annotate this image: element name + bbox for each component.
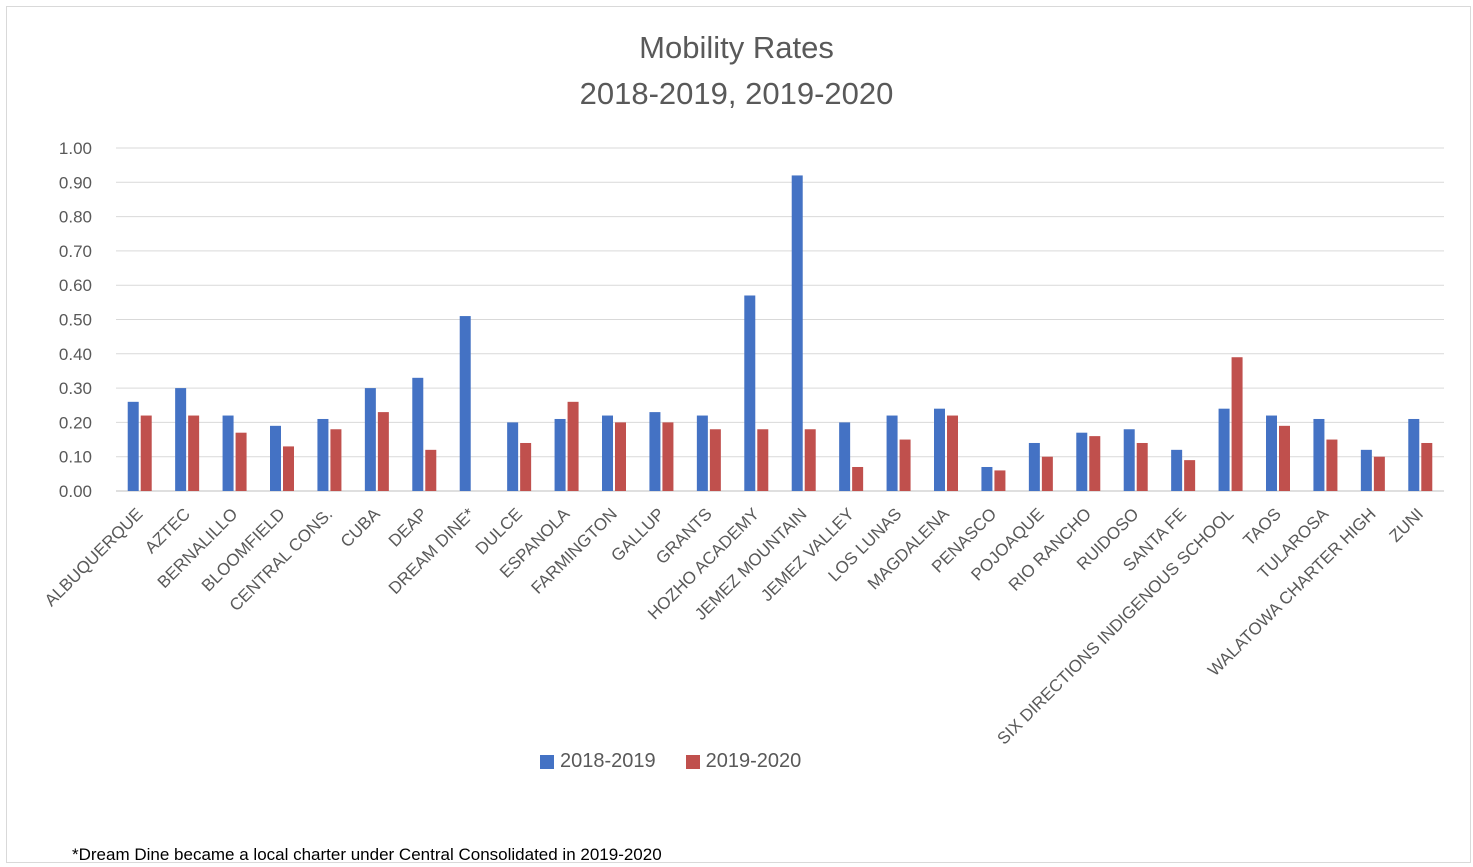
bar — [1279, 425, 1290, 491]
bar — [744, 295, 756, 491]
x-tick-label: BLOOMFIELD — [198, 504, 289, 595]
legend-label-2018-2019: 2018-2019 — [560, 750, 656, 772]
bar — [1373, 456, 1385, 491]
bar — [1266, 415, 1277, 491]
bar — [662, 422, 674, 491]
legend-swatch-2019-2020 — [685, 754, 700, 769]
bar — [520, 442, 532, 491]
y-tick-label: 0.60 — [59, 276, 92, 295]
y-tick-label: 0.30 — [59, 379, 92, 398]
bar — [981, 466, 993, 491]
y-tick-label: 0.80 — [59, 208, 92, 227]
x-tick-label: TAOS — [1240, 504, 1285, 549]
bar — [649, 412, 661, 491]
bar — [709, 429, 721, 491]
bar — [270, 425, 281, 491]
bar — [994, 470, 1006, 491]
bar — [140, 415, 152, 491]
bar — [615, 422, 626, 491]
bar — [1360, 449, 1372, 491]
bar — [1184, 460, 1196, 491]
bar — [377, 412, 389, 491]
legend-item-2019-2020: 2019-2020 — [685, 750, 802, 773]
bar — [804, 429, 816, 491]
bar — [1421, 442, 1433, 491]
bar — [1218, 408, 1230, 491]
bar — [1136, 442, 1148, 491]
bar — [1313, 418, 1325, 491]
bar — [127, 401, 139, 491]
bar — [175, 388, 187, 491]
bar — [425, 449, 437, 491]
bar — [412, 377, 424, 491]
bar — [1408, 418, 1420, 491]
bar — [330, 429, 342, 491]
bar — [1326, 439, 1338, 491]
bar — [602, 415, 613, 491]
x-tick-label: CUBA — [337, 504, 384, 551]
bar — [852, 466, 864, 491]
chart-frame — [6, 6, 1471, 863]
bar — [899, 439, 911, 491]
bar — [1171, 449, 1183, 491]
bar — [791, 175, 803, 491]
y-tick-label: 0.40 — [59, 345, 92, 364]
bar — [886, 415, 898, 491]
bar — [934, 408, 945, 491]
bar — [1041, 456, 1053, 491]
bar — [459, 316, 471, 491]
bar — [839, 422, 851, 491]
y-tick-label: 0.20 — [59, 413, 92, 432]
bar — [1089, 436, 1101, 491]
bar — [235, 432, 247, 491]
bar — [1028, 442, 1040, 491]
chart-title: Mobility Rates — [639, 30, 834, 65]
x-tick-label: ZUNI — [1386, 504, 1427, 545]
bar — [507, 422, 519, 491]
y-tick-label: 0.00 — [59, 482, 92, 501]
bar — [1231, 357, 1243, 491]
legend: 2018-2019 2019-2020 — [540, 750, 831, 773]
x-tick-label: ALBUQUERQUE — [41, 504, 147, 610]
y-tick-label: 0.10 — [59, 448, 92, 467]
bar — [188, 415, 200, 491]
bar — [317, 418, 329, 491]
footnote: *Dream Dine became a local charter under… — [72, 845, 662, 864]
x-tick-label: RIO RANCHO — [1005, 504, 1095, 594]
x-tick-label: DEAP — [385, 504, 431, 550]
y-tick-label: 0.70 — [59, 242, 92, 261]
bar — [1123, 429, 1135, 491]
y-tick-label: 0.90 — [59, 173, 92, 192]
bar — [364, 388, 376, 491]
chart-subtitle: 2018-2019, 2019-2020 — [579, 76, 894, 111]
y-tick-label: 0.50 — [59, 311, 92, 330]
bar — [947, 415, 958, 491]
bar — [757, 429, 769, 491]
bar — [1076, 432, 1088, 491]
y-tick-label: 1.00 — [59, 139, 92, 158]
bar — [567, 401, 579, 491]
x-tick-label: DREAM DINE* — [385, 504, 479, 598]
bar — [222, 415, 234, 491]
legend-label-2019-2020: 2019-2020 — [705, 750, 802, 772]
x-tick-label: MAGDALENA — [864, 504, 953, 593]
bar — [696, 415, 708, 491]
legend-item-2018-2019: 2018-2019 — [540, 750, 656, 773]
legend-swatch-2018-2019 — [540, 754, 554, 769]
bar — [283, 446, 294, 491]
bar — [554, 418, 566, 491]
